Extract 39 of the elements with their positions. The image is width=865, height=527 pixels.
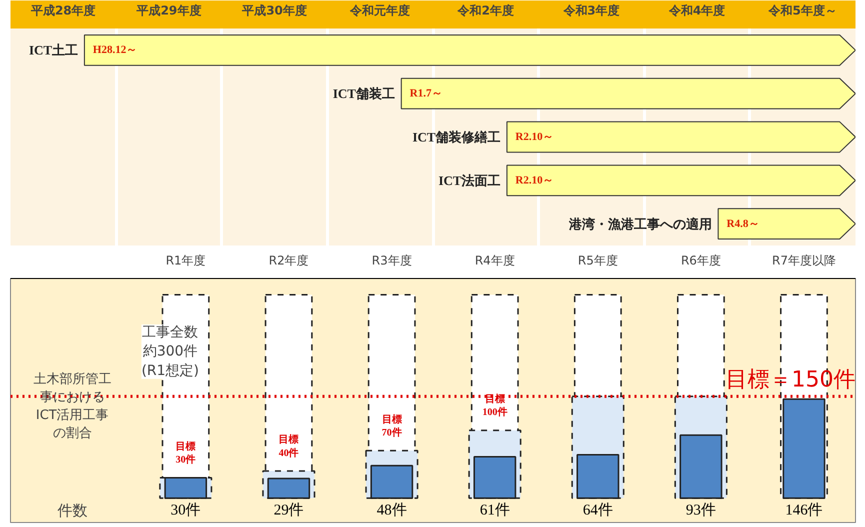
data-label: 93件	[686, 502, 716, 518]
x-tick-label: R6年度	[680, 254, 721, 268]
annotation: 工事全数約300件(R1想定)	[141, 324, 200, 379]
data-label: 目標70件	[382, 413, 402, 438]
category-label: 平成29年度	[136, 4, 202, 18]
category-label: ICT舗装修繕工	[412, 130, 501, 144]
data-label: 146件	[785, 502, 823, 518]
text: R4.8～	[726, 218, 760, 230]
category-label: 港湾・漁港工事への適用	[568, 216, 712, 232]
category-label: ICT法面工	[438, 172, 501, 188]
x-tick-label: R4年度	[474, 254, 515, 268]
data-label: 目標40件	[278, 434, 299, 459]
category-label: 令和5年度～	[768, 4, 837, 18]
data-label: 29件	[274, 502, 304, 518]
x-tick-label: R3年度	[372, 254, 412, 268]
data-label: 目標30件	[176, 440, 196, 466]
category-label: 令和2年度	[456, 4, 514, 18]
data-label: 30件	[170, 502, 201, 518]
text: 件数	[57, 501, 88, 520]
data-label: 48件	[376, 502, 407, 518]
y-axis-title: 土木部所管工事におけるICT活用工事の割合	[33, 372, 112, 442]
ref-line-label: 目標＝150件	[726, 367, 856, 392]
category-label: 平成28年度	[30, 4, 96, 18]
x-tick-label: R2年度	[268, 254, 309, 268]
data-label: 64件	[582, 502, 613, 518]
category-label: 令和元年度	[349, 4, 410, 18]
x-tick-label: R7年度以降	[772, 254, 836, 268]
category-label: 令和3年度	[562, 4, 620, 18]
category-label: 平成30年度	[241, 4, 307, 18]
data-label: 61件	[480, 502, 510, 518]
text: R2.10～	[515, 131, 554, 143]
text: R1.7～	[410, 88, 442, 100]
category-label: ICT舗装工	[332, 86, 395, 102]
x-tick-label: R5年度	[578, 254, 618, 268]
text: H28.12～	[92, 44, 138, 56]
category-label: 令和4年度	[668, 4, 726, 18]
x-tick-label: R1年度	[166, 254, 206, 268]
text: R2.10～	[515, 174, 554, 186]
category-label: ICT土工	[28, 42, 78, 58]
